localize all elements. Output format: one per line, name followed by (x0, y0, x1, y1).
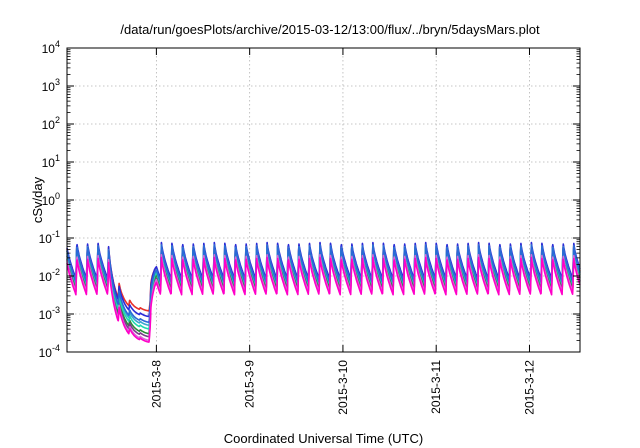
y-tick-base: 10 (39, 270, 53, 284)
y-tick-base: 10 (39, 346, 53, 360)
x-axis-title: Coordinated Universal Time (UTC) (224, 431, 423, 446)
y-tick-base: 10 (42, 118, 56, 132)
y-tick-base: 10 (42, 194, 56, 208)
y-tick-label: 10-3 (39, 305, 60, 322)
y-tick-exponent: -1 (52, 229, 60, 239)
y-tick-base: 10 (42, 80, 56, 94)
y-tick-base: 10 (42, 42, 56, 56)
y-tick-label: 104 (42, 39, 60, 56)
x-tick-label: 2015-3-12 (522, 360, 536, 415)
y-tick-exponent: 1 (55, 153, 60, 163)
y-tick-base: 10 (39, 308, 53, 322)
grid (67, 48, 580, 352)
y-tick-label: 103 (42, 77, 60, 94)
y-tick-label: 10-2 (39, 267, 60, 284)
y-tick-exponent: -3 (52, 305, 60, 315)
x-tick-labels: 2015-3-8 2015-3-9 2015-3-10 2015-3-11 2015-3… (149, 360, 536, 415)
y-tick-label: 101 (42, 153, 60, 170)
y-tick-exponent: -2 (52, 267, 60, 277)
y-tick-label: 100 (42, 191, 60, 208)
series-line (66, 241, 581, 318)
y-tick-exponent: 2 (55, 115, 60, 125)
x-tick-label: 2015-3-10 (336, 360, 350, 415)
y-axis-title: cSv/day (30, 176, 45, 223)
y-tick-label: 10-1 (39, 229, 60, 246)
ticks (67, 47, 580, 353)
series-lines (66, 241, 581, 343)
x-tick-label: 2015-3-8 (149, 360, 163, 408)
y-tick-exponent: 0 (55, 191, 60, 201)
series-line (66, 256, 581, 343)
y-tick-exponent: -4 (52, 343, 60, 353)
y-tick-base: 10 (39, 232, 53, 246)
y-tick-exponent: 4 (55, 39, 60, 49)
y-tick-exponent: 3 (55, 77, 60, 87)
chart-title: /data/run/goesPlots/archive/2015-03-12/1… (120, 22, 540, 37)
y-tick-base: 10 (42, 156, 56, 170)
y-tick-label: 10-4 (39, 343, 60, 360)
x-tick-label: 2015-3-9 (243, 360, 257, 408)
y-tick-label: 102 (42, 115, 60, 132)
x-tick-label: 2015-3-11 (429, 360, 443, 414)
series-line (66, 244, 581, 324)
